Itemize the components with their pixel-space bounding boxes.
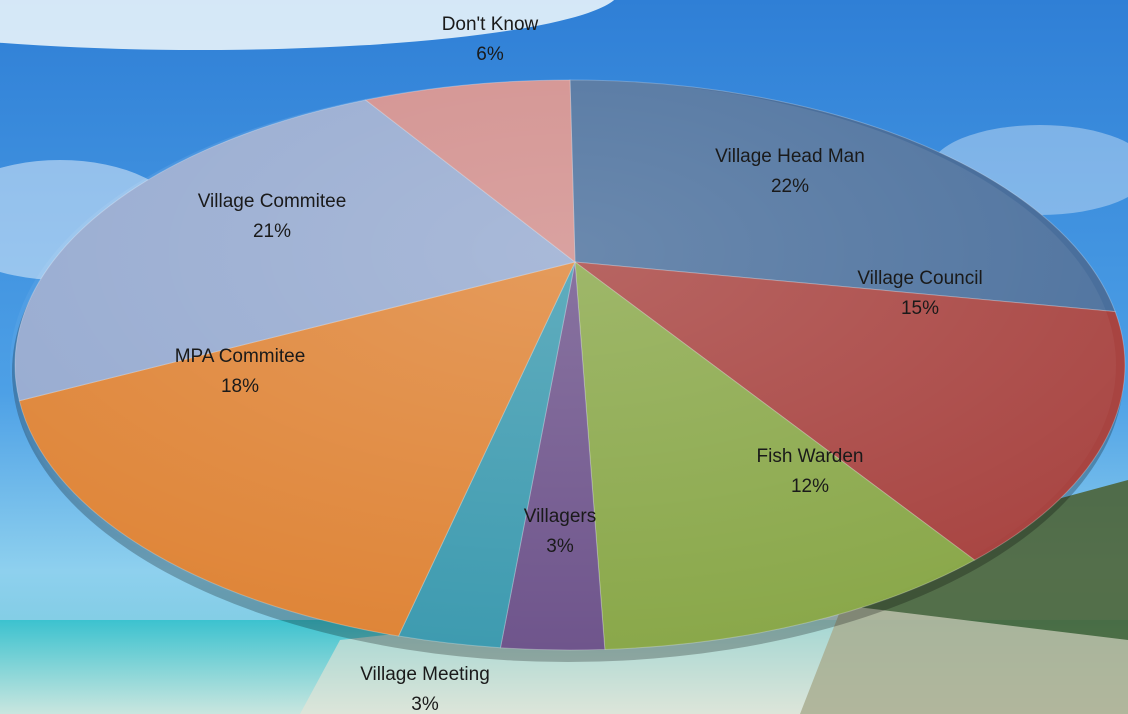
slice-label: Village Commitee — [198, 191, 347, 212]
slice-label: Village Head Man — [715, 146, 865, 167]
slice-value-label: 15% — [901, 298, 939, 319]
slice-value-label: 3% — [546, 536, 574, 557]
chart: Village Head Man 22% Village Council 15% Fis… — [0, 0, 1128, 714]
slice-value-label: 6% — [476, 44, 504, 65]
slice-label: Don't Know — [442, 14, 539, 35]
slice-label: Village Council — [857, 268, 982, 289]
slice-value-label: 3% — [411, 694, 439, 714]
slice-value-label: 12% — [791, 476, 829, 497]
slice-label: Village Meeting — [360, 664, 490, 685]
slice-value-label: 18% — [221, 376, 259, 397]
slice-label: MPA Commitee — [175, 346, 306, 367]
slice-value-label: 22% — [771, 176, 809, 197]
slice-value-label: 21% — [253, 221, 291, 242]
slice-label: Fish Warden — [757, 446, 864, 467]
slice-label: Villagers — [524, 506, 597, 527]
